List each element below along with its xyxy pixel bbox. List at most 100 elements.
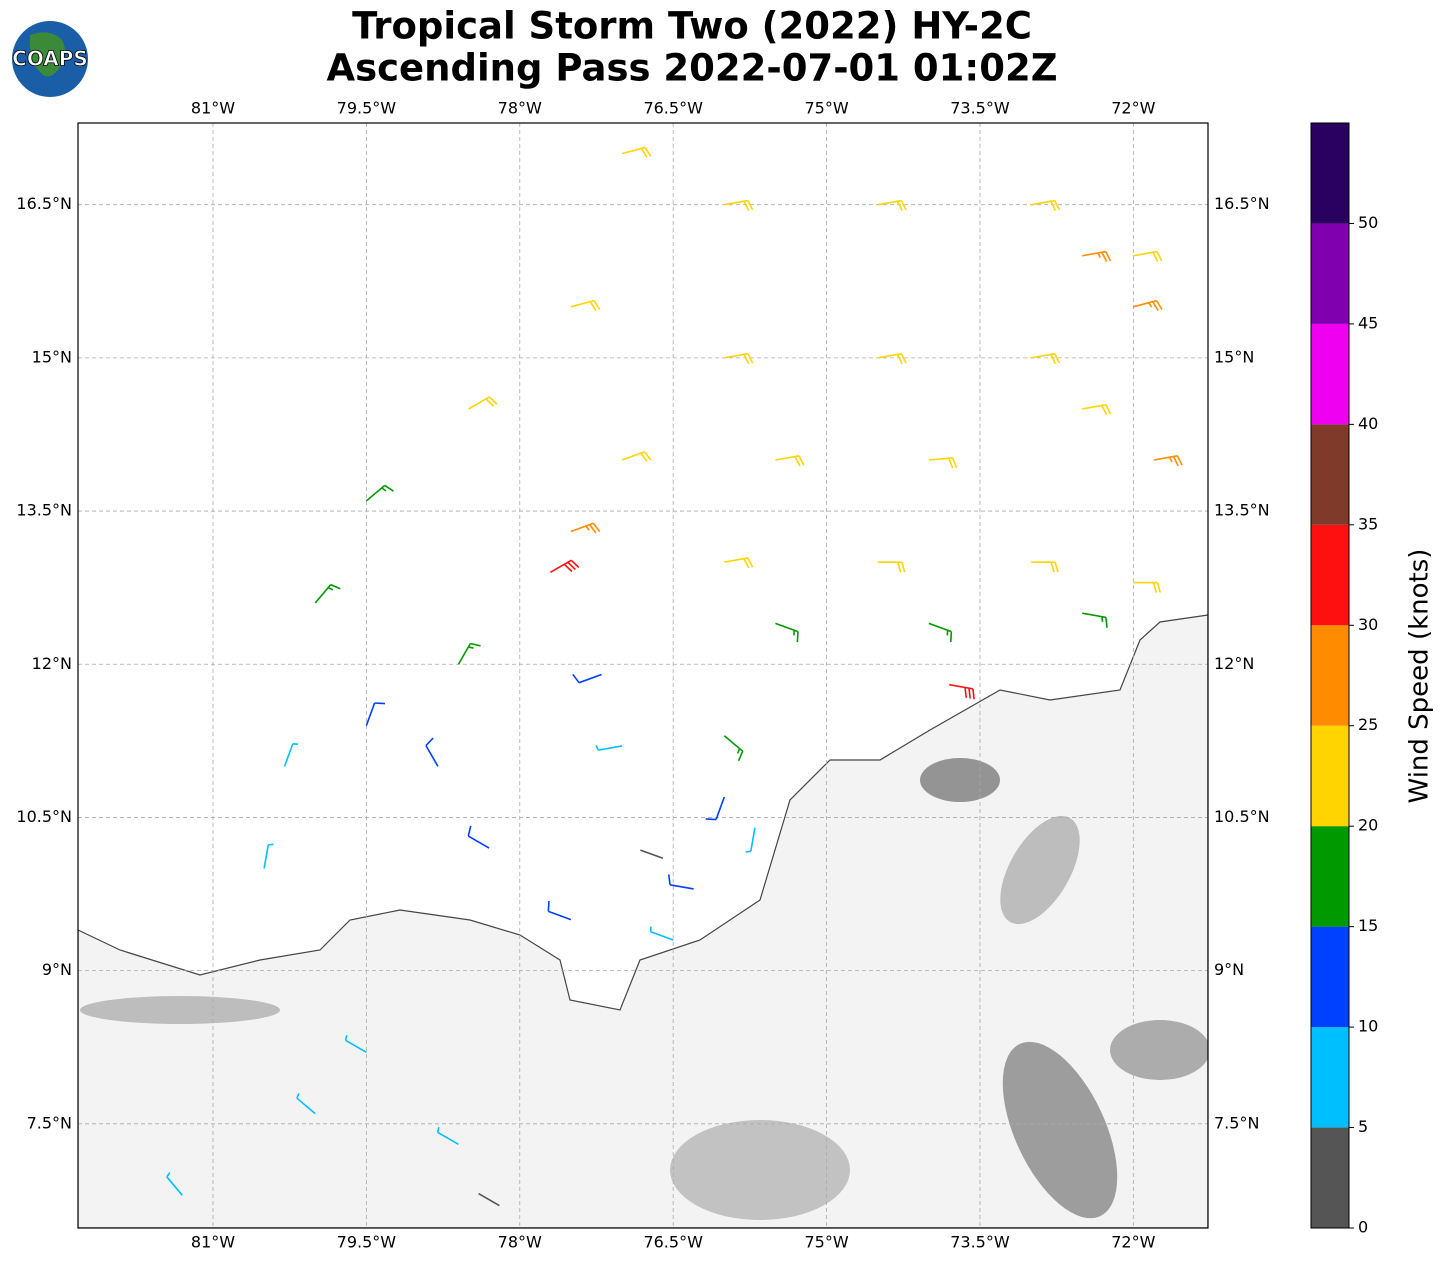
plot-frame xyxy=(77,122,1209,1229)
y-tick-label: 13.5°N xyxy=(16,501,72,520)
wind-barb xyxy=(949,683,975,700)
x-tick-label: 72°W xyxy=(1111,99,1155,118)
x-tick-label: 81°W xyxy=(191,1233,235,1252)
wind-barbs xyxy=(166,146,1183,1207)
x-tick-label: 78°W xyxy=(498,99,542,118)
wind-barb xyxy=(1133,299,1163,311)
terrain xyxy=(80,996,280,1024)
wind-barb xyxy=(621,146,652,158)
grid xyxy=(78,123,1208,1228)
wind-barb xyxy=(1082,612,1108,628)
x-tick-label: 73.5°W xyxy=(950,99,1010,118)
logo: COAPS xyxy=(12,21,88,97)
wind-barb xyxy=(314,583,341,604)
y-tick-label: 7.5°N xyxy=(1214,1113,1259,1132)
wind-barb xyxy=(723,735,744,762)
x-tick-label: 79.5°W xyxy=(337,99,397,118)
colorbar-tick-label: 50 xyxy=(1358,213,1378,232)
wind-barb xyxy=(667,874,694,890)
wind-barb xyxy=(344,1035,367,1054)
wind-barb xyxy=(166,1172,183,1196)
wind-barb xyxy=(296,1093,316,1115)
x-tick-label: 78°W xyxy=(498,1233,542,1252)
y-tick-label: 15°N xyxy=(1214,347,1254,366)
colorbar-tick-label: 15 xyxy=(1358,916,1378,935)
logo-text: COAPS xyxy=(12,47,88,71)
colorbar-tick-label: 5 xyxy=(1358,1117,1368,1136)
wind-barb xyxy=(745,827,756,853)
x-tick-label: 75°W xyxy=(804,1233,848,1252)
wind-barb xyxy=(775,455,805,467)
colorbar-tick-label: 35 xyxy=(1358,514,1378,533)
wind-barb xyxy=(724,199,754,211)
y-tick-label: 7.5°N xyxy=(27,1113,72,1132)
colorbar-tick-label: 0 xyxy=(1358,1218,1368,1237)
wind-barb xyxy=(572,673,602,684)
colorbar-tick-label: 25 xyxy=(1358,715,1378,734)
wind-barb xyxy=(283,743,299,767)
terrain xyxy=(670,1120,850,1220)
wind-barb xyxy=(1082,250,1112,262)
land xyxy=(78,614,1208,1228)
x-tick-label: 73.5°W xyxy=(950,1233,1010,1252)
wind-barb xyxy=(1133,250,1163,262)
x-tick-label: 79.5°W xyxy=(337,1233,397,1252)
logo-land xyxy=(29,32,66,77)
wind-barb xyxy=(365,484,394,502)
x-tick-label: 72°W xyxy=(1111,1233,1155,1252)
y-tick-label: 10.5°N xyxy=(1214,807,1270,826)
colorbar-bin xyxy=(1311,826,1349,927)
wind-barb xyxy=(468,396,498,410)
wind-barb xyxy=(570,522,601,534)
chart-title: Tropical Storm Two (2022) HY-2C xyxy=(352,5,1032,48)
y-tick-label: 16.5°N xyxy=(16,194,72,213)
y-tick-label: 12°N xyxy=(1214,654,1254,673)
colorbar-bin xyxy=(1311,1127,1349,1228)
chart-subtitle: Ascending Pass 2022-07-01 01:02Z xyxy=(326,47,1057,90)
wind-barb xyxy=(1133,581,1162,593)
colorbar: 0 5 10 15 20 25 30 35 40 45 50 xyxy=(1310,122,1378,1237)
wind-barb xyxy=(1030,352,1061,365)
wind-barb xyxy=(263,843,274,869)
wind-barb xyxy=(1082,403,1112,416)
colorbar-bin xyxy=(1311,725,1349,827)
wind-barb xyxy=(365,702,386,726)
colorbar-tick-label: 45 xyxy=(1358,313,1378,332)
y-tick-label: 9°N xyxy=(1214,960,1244,979)
wind-barb xyxy=(1153,455,1183,467)
wind-barb xyxy=(640,849,664,860)
terrain xyxy=(1000,815,1080,925)
terrain xyxy=(920,758,1000,802)
y-tick-label: 9°N xyxy=(42,960,72,979)
colorbar-tick-label: 40 xyxy=(1358,414,1378,433)
colorbar-bin xyxy=(1311,625,1349,726)
y-tick-label: 16.5°N xyxy=(1214,194,1270,213)
colorbar-bin xyxy=(1311,123,1349,224)
y-tick-label: 15°N xyxy=(32,347,72,366)
colorbar-bin xyxy=(1311,524,1349,626)
wind-barb xyxy=(928,457,958,469)
wind-barb xyxy=(705,796,726,821)
wind-barb xyxy=(724,352,754,365)
colorbar-label: Wind Speed (knots) xyxy=(1405,549,1435,804)
colorbar-tick-label: 10 xyxy=(1358,1017,1378,1036)
colorbar-bin xyxy=(1311,1027,1349,1128)
wind-barb xyxy=(724,557,754,569)
colorbar-tick-label: 20 xyxy=(1358,816,1378,835)
y-tick-label: 10.5°N xyxy=(16,807,72,826)
wind-barb xyxy=(478,1192,500,1207)
colorbar-frame xyxy=(1310,122,1350,1229)
wind-barb xyxy=(570,299,601,311)
wind-barb xyxy=(1031,561,1059,573)
wind-barb xyxy=(621,451,652,463)
wind-barb xyxy=(436,1126,459,1145)
wind-barb xyxy=(425,737,439,767)
wind-barb xyxy=(595,745,623,751)
x-tick-label: 81°W xyxy=(191,99,235,118)
colorbar-tick-label: 30 xyxy=(1358,615,1378,634)
y-tick-label: 12°N xyxy=(32,654,72,673)
colorbar-bin xyxy=(1311,223,1349,324)
wind-barb xyxy=(928,622,953,643)
wind-barb xyxy=(457,642,481,665)
